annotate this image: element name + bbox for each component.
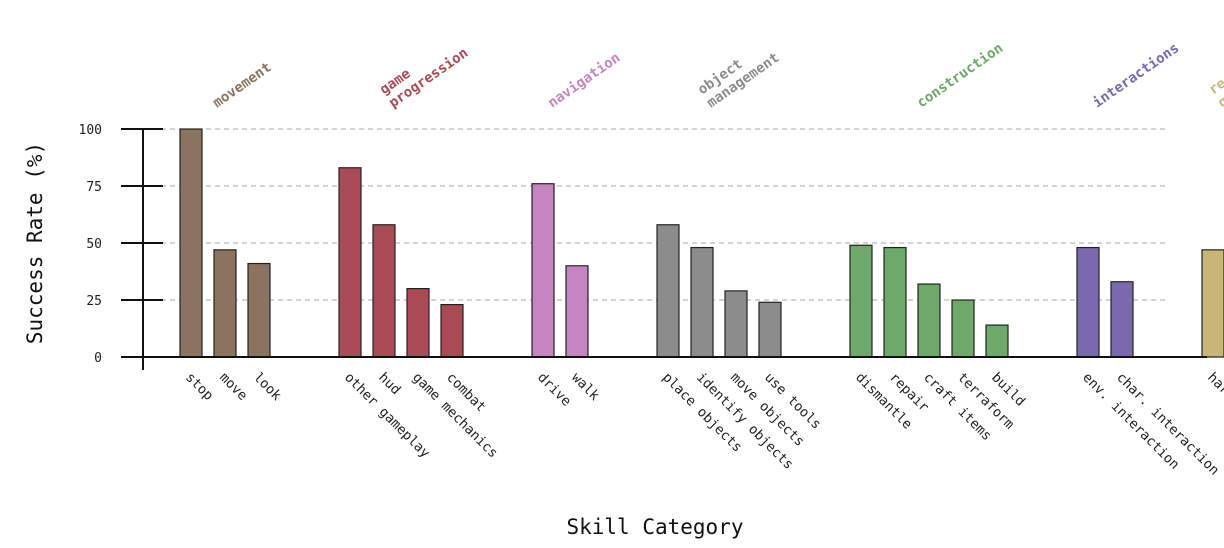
x-tick-label: stop: [182, 370, 216, 404]
y-axis-ticks: 0 25 50 75 100: [79, 123, 163, 366]
y-tick-label: 50: [86, 237, 102, 252]
bar-build: [985, 324, 1009, 358]
bar-look: [247, 262, 271, 358]
bar-game-mechanics: [406, 288, 430, 358]
bar-env-interaction: [1076, 246, 1100, 358]
bar-harvest: [1201, 249, 1224, 358]
x-tick-label: move: [216, 370, 250, 404]
bar-craft-items: [917, 283, 941, 358]
bar-char-interaction: [1110, 281, 1134, 358]
group-label-navigation: navigation: [545, 50, 623, 111]
group-label-object-management: objectmanagement: [695, 37, 782, 112]
bar-terraform: [951, 299, 975, 358]
x-tick-label: look: [250, 370, 284, 404]
group-label-resource-gathering: resourcegathering: [1206, 42, 1224, 112]
axes: [121, 129, 1207, 370]
bar-stop: [179, 128, 203, 358]
bar-hud: [372, 224, 396, 358]
x-tick-label: drive: [534, 370, 574, 410]
x-tick-label: harvest: [1204, 370, 1224, 422]
bar-dismantle: [849, 244, 873, 358]
group-label-game-progression: gameprogression: [377, 32, 471, 111]
group-label-construction: construction: [914, 40, 1006, 111]
x-tick-label: hud: [375, 370, 404, 399]
gridlines: [143, 128, 1165, 301]
y-tick-label: 100: [79, 123, 102, 138]
bar-move: [213, 249, 237, 358]
bar-drive: [531, 183, 555, 358]
y-axis-title: Success Rate (%): [23, 142, 47, 344]
y-tick-label: 25: [86, 294, 102, 309]
bar-identify-objects: [690, 246, 714, 358]
bar-repair: [883, 246, 907, 358]
y-tick-label: 75: [86, 180, 102, 195]
bar-walk: [565, 265, 589, 358]
bar-use-tools: [758, 301, 782, 358]
bar-other-gameplay: [338, 167, 362, 358]
bar-place-objects: [656, 224, 680, 358]
group-label-movement: movement: [210, 59, 274, 111]
bar-combat: [440, 303, 464, 358]
x-axis-title: Skill Category: [566, 515, 743, 539]
y-tick-label: 0: [94, 351, 102, 366]
bars: [179, 128, 1224, 358]
group-label-interactions: interactions: [1090, 40, 1182, 111]
bar-move-objects: [724, 290, 748, 358]
group-labels: movement gameprogression navigation objectm…: [210, 32, 1224, 112]
